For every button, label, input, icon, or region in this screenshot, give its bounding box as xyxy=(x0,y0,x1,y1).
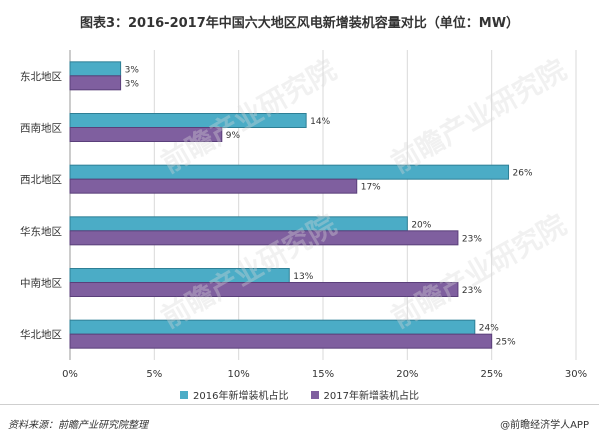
data-label: 23% xyxy=(462,234,482,244)
bar-2017 xyxy=(69,230,459,246)
data-label: 20% xyxy=(411,220,431,230)
legend-item-2017: 2017年新增装机占比 xyxy=(310,387,419,402)
bar-2017 xyxy=(69,282,459,297)
data-label: 3% xyxy=(125,65,140,75)
legend-label-2016: 2016年新增装机占比 xyxy=(193,391,289,402)
bar-2016 xyxy=(69,61,122,77)
category-label: 华北地区 xyxy=(20,328,62,341)
category-label: 西北地区 xyxy=(20,173,62,186)
bar-2016 xyxy=(69,164,510,180)
bar-2016 xyxy=(69,216,408,232)
x-tick-label: 20% xyxy=(396,369,418,380)
brand-credit: @前瞻经济学人APP xyxy=(500,420,589,431)
chart-title: 图表3：2016-2017年中国六大地区风电新增装机容量对比（单位：MW） xyxy=(79,16,520,31)
data-label: 23% xyxy=(462,286,482,296)
bar-2017 xyxy=(69,75,122,91)
x-tick-label: 15% xyxy=(312,369,334,380)
category-label: 中南地区 xyxy=(20,277,62,290)
data-label: 13% xyxy=(293,272,313,282)
legend-swatch-2016 xyxy=(180,390,189,399)
legend-swatch-2017 xyxy=(310,390,319,399)
data-label: 3% xyxy=(125,79,140,89)
data-label: 24% xyxy=(479,324,499,334)
data-label: 25% xyxy=(496,338,516,348)
bar-2016 xyxy=(69,268,290,283)
bar-2016 xyxy=(69,113,307,128)
legend: 2016年新增装机占比 2017年新增装机占比 xyxy=(0,387,599,402)
x-tick-label: 25% xyxy=(481,369,503,380)
category-label: 西南地区 xyxy=(20,122,62,135)
data-label: 26% xyxy=(513,169,533,179)
x-tick-label: 5% xyxy=(146,369,162,380)
x-tick-label: 0% xyxy=(62,369,78,380)
bar-2017 xyxy=(69,333,493,349)
bar-2016 xyxy=(69,319,476,335)
bar-2017 xyxy=(69,127,223,142)
bar-2017 xyxy=(69,178,358,194)
category-label: 华东地区 xyxy=(20,225,62,238)
x-tick-label: 30% xyxy=(565,369,587,380)
data-label: 14% xyxy=(310,117,330,127)
data-label: 9% xyxy=(226,131,241,141)
legend-label-2017: 2017年新增装机占比 xyxy=(323,391,419,402)
x-tick-label: 10% xyxy=(228,369,250,380)
data-label: 17% xyxy=(361,183,381,193)
footer: 资料来源：前瞻产业研究院整理 @前瞻经济学人APP xyxy=(0,404,599,440)
legend-item-2016: 2016年新增装机占比 xyxy=(180,387,289,402)
category-label: 东北地区 xyxy=(20,70,62,83)
source-note: 资料来源：前瞻产业研究院整理 xyxy=(8,420,148,431)
